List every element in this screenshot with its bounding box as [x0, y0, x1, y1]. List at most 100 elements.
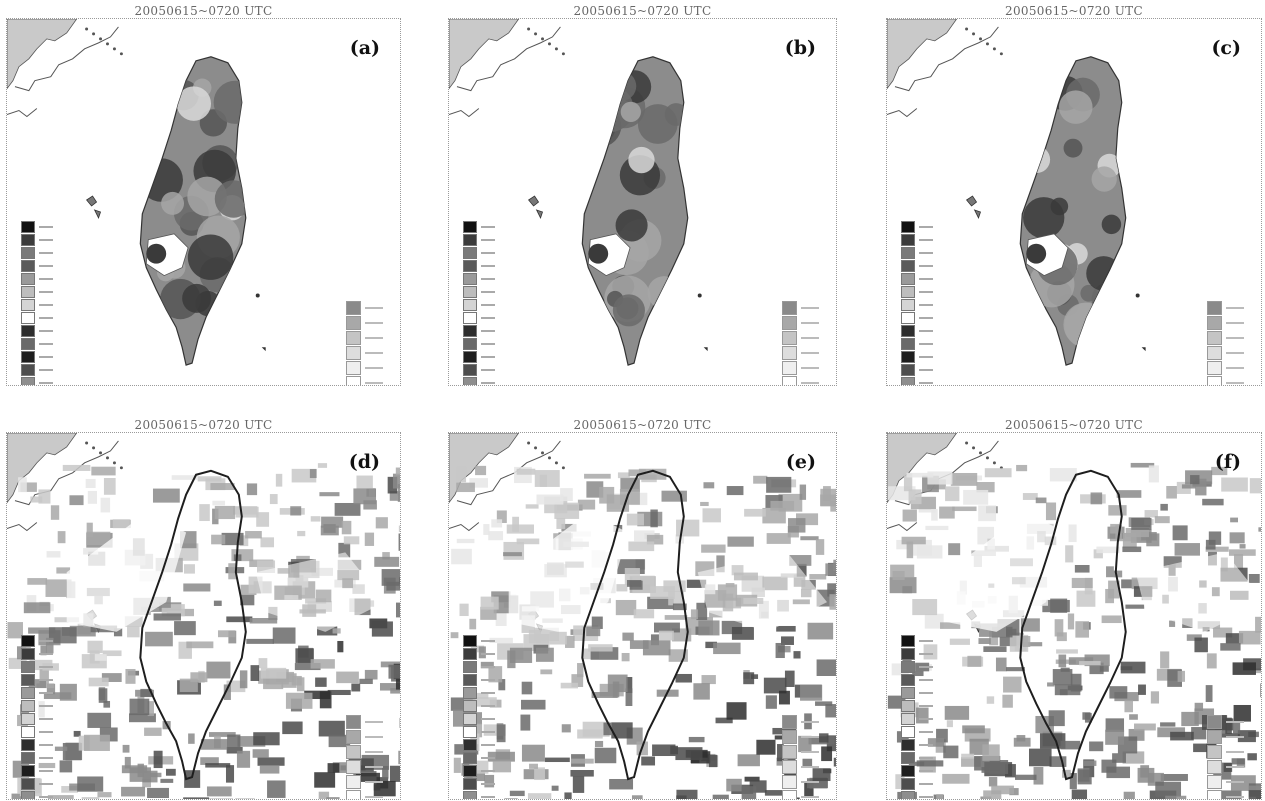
penghu-islands — [86, 195, 102, 219]
map-frame: (a) — [6, 18, 401, 386]
legend-swatch — [901, 260, 915, 272]
legend-swatch — [901, 377, 915, 385]
penghu-islands — [527, 195, 544, 219]
legend-tick — [481, 718, 495, 720]
legend-tick — [481, 265, 495, 267]
legend-tick — [919, 382, 933, 384]
legend-swatch — [1207, 361, 1222, 375]
legend-tick — [365, 796, 383, 798]
penghu-islands — [965, 195, 982, 219]
legend-swatch — [1207, 376, 1222, 385]
legend-swatch — [463, 351, 477, 363]
legend-tick — [801, 337, 819, 339]
legend-tick — [481, 382, 495, 384]
legend-tick — [481, 317, 495, 319]
mainland-coast — [7, 19, 119, 118]
legend-swatch — [346, 316, 361, 330]
legend-swatch — [21, 765, 35, 777]
mainland-coast — [449, 433, 561, 532]
legend-tick — [39, 679, 53, 681]
legend-swatch — [463, 739, 477, 751]
legend-tick — [39, 757, 53, 759]
legend-tick — [481, 278, 495, 280]
legend-swatch — [21, 312, 35, 324]
legend-tick — [365, 367, 383, 369]
map-panel-f: 20050615~0720 UTC (f) — [886, 418, 1262, 800]
legend-swatch — [901, 778, 915, 790]
legend-swatch — [782, 745, 797, 759]
legend-tick — [1226, 307, 1244, 309]
legend-tick — [39, 744, 53, 746]
legend-swatch — [21, 674, 35, 686]
legend-tick — [919, 330, 933, 332]
legend-tick — [39, 731, 53, 733]
legend-tick — [919, 783, 933, 785]
legend-swatch — [463, 661, 477, 673]
legend-swatch — [463, 247, 477, 259]
panel-label: (e) — [785, 451, 816, 473]
map-frame: (b) — [448, 18, 837, 386]
legend-tick — [801, 307, 819, 309]
legend-swatch — [463, 648, 477, 660]
legend-swatch — [1207, 301, 1222, 315]
legend-swatch — [463, 713, 477, 725]
legend-tick — [481, 356, 495, 358]
panel-label: (f) — [1214, 451, 1241, 473]
map-canvas — [449, 433, 836, 799]
legend-tick — [481, 304, 495, 306]
legend-tick — [481, 705, 495, 707]
legend-swatch — [21, 700, 35, 712]
legend-swatch — [346, 361, 361, 375]
legend-swatch — [463, 765, 477, 777]
legend-tick — [365, 322, 383, 324]
legend-tick — [39, 653, 53, 655]
legend-swatch — [782, 346, 797, 360]
legend-tick — [365, 721, 383, 723]
legend-swatch — [346, 715, 361, 729]
legend-swatch — [346, 301, 361, 315]
legend-tick — [1226, 367, 1244, 369]
taiwan-outline — [1019, 469, 1127, 781]
legend-tick — [39, 226, 53, 228]
panel-title: 20050615~0720 UTC — [134, 418, 273, 432]
legend-tick — [39, 265, 53, 267]
legend-tick — [801, 751, 819, 753]
legend-tick — [1226, 721, 1244, 723]
map-frame: (f) — [886, 432, 1262, 800]
legend-tick — [919, 304, 933, 306]
legend-swatch — [1207, 331, 1222, 345]
legend-swatch — [21, 726, 35, 738]
legend-swatch — [21, 299, 35, 311]
legend-tick — [481, 239, 495, 241]
legend-tick — [1226, 796, 1244, 798]
legend-tick — [1226, 736, 1244, 738]
legend-tick — [1226, 322, 1244, 324]
legend-left-colorbar — [463, 221, 495, 385]
legend-swatch — [463, 377, 477, 385]
legend-swatch — [901, 338, 915, 350]
legend-tick — [481, 679, 495, 681]
legend-tick — [919, 705, 933, 707]
legend-tick — [919, 239, 933, 241]
legend-tick — [919, 666, 933, 668]
legend-swatch — [21, 234, 35, 246]
map-panel-c: 20050615~0720 UTC (c) — [886, 4, 1262, 386]
legend-tick — [481, 653, 495, 655]
legend-swatch — [901, 247, 915, 259]
legend-right-colorbar — [346, 301, 390, 385]
panel-title: 20050615~0720 UTC — [134, 4, 273, 18]
legend-swatch — [463, 726, 477, 738]
legend-swatch — [901, 687, 915, 699]
legend-right-colorbar — [1207, 301, 1251, 385]
taiwan-outline — [139, 469, 247, 781]
panel-label: (d) — [348, 451, 380, 473]
legend-tick — [39, 317, 53, 319]
panel-label: (b) — [784, 37, 816, 59]
legend-tick — [481, 343, 495, 345]
legend-tick — [39, 382, 53, 384]
legend-swatch — [1207, 730, 1222, 744]
legend-swatch — [21, 739, 35, 751]
legend-swatch — [346, 376, 361, 385]
legend-swatch — [463, 221, 477, 233]
legend-tick — [919, 640, 933, 642]
